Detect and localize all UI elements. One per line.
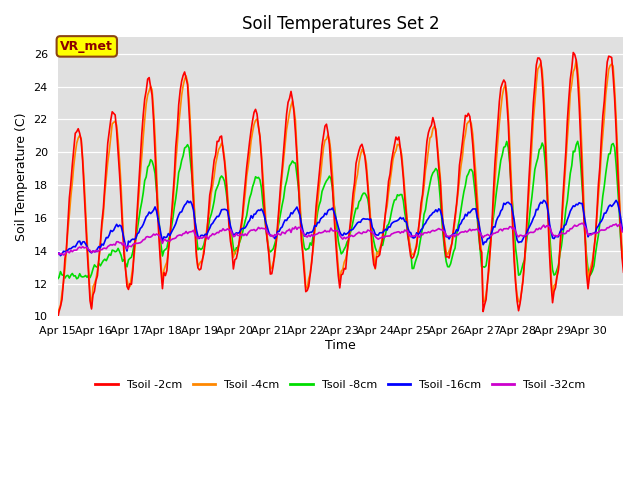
- Legend: Tsoil -2cm, Tsoil -4cm, Tsoil -8cm, Tsoil -16cm, Tsoil -32cm: Tsoil -2cm, Tsoil -4cm, Tsoil -8cm, Tsoi…: [91, 376, 590, 395]
- Text: VR_met: VR_met: [60, 40, 113, 53]
- Y-axis label: Soil Temperature (C): Soil Temperature (C): [15, 113, 28, 241]
- X-axis label: Time: Time: [325, 339, 356, 352]
- Title: Soil Temperatures Set 2: Soil Temperatures Set 2: [242, 15, 439, 33]
